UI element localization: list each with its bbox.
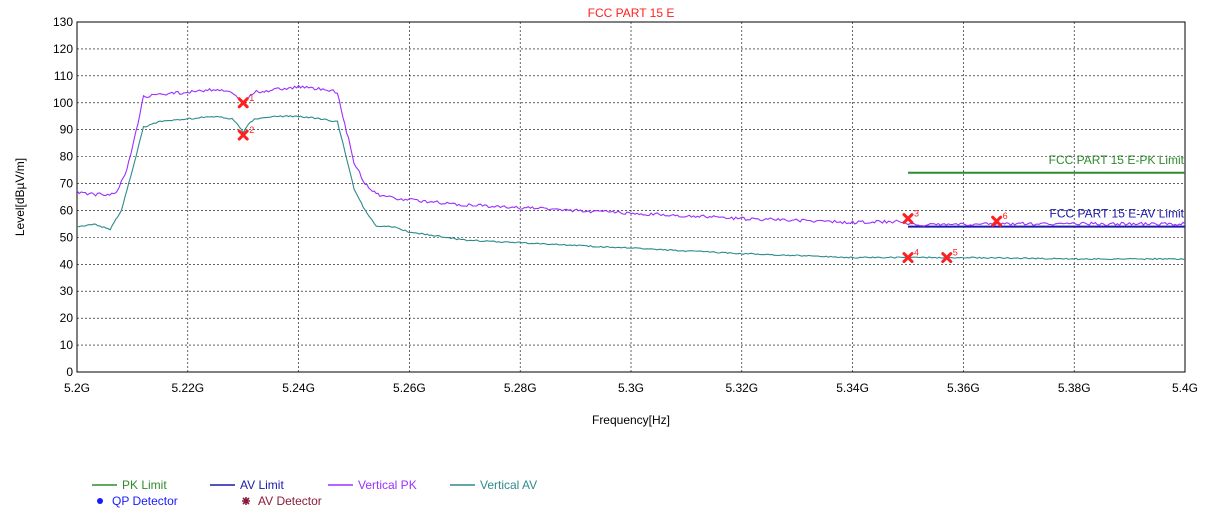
x-tick-labels: 5.2G 5.22G 5.24G 5.26G 5.28G 5.3G 5.32G 5.34G 5.…: [64, 381, 1198, 395]
qp-detector-icon: [97, 498, 103, 504]
marker-5-symbol: [941, 252, 953, 264]
x-tick-label: 5.4G: [1172, 381, 1198, 395]
marker-2-symbol: [237, 129, 249, 141]
x-tick-label: 5.28G: [504, 381, 537, 395]
av-detector-icon: [242, 497, 250, 505]
marker-1-symbol: [237, 97, 249, 109]
y-tick-label: 50: [60, 230, 74, 244]
y-tick-label: 100: [53, 96, 73, 110]
marker-3-label: 3: [914, 209, 919, 219]
x-tick-label: 5.3G: [618, 381, 644, 395]
x-tick-label: 5.38G: [1058, 381, 1091, 395]
x-tick-label: 5.24G: [282, 381, 315, 395]
legend-label: AV Detector: [258, 494, 322, 508]
marker-1-label: 1: [249, 93, 254, 103]
marker-6-symbol: [991, 215, 1003, 227]
legend-label: Vertical AV: [480, 478, 537, 492]
y-tick-label: 10: [60, 338, 74, 352]
y-tick-label: 30: [60, 284, 74, 298]
x-tick-label: 5.34G: [836, 381, 869, 395]
limit-label-pk: FCC PART 15 E-PK Limit: [1049, 153, 1185, 167]
y-tick-label: 20: [60, 311, 74, 325]
legend-label: QP Detector: [112, 494, 178, 508]
legend-label: Vertical PK: [358, 478, 417, 492]
grid: [77, 22, 1185, 372]
y-tick-label: 0: [66, 365, 73, 379]
y-tick-label: 60: [60, 203, 74, 217]
y-tick-label: 40: [60, 257, 74, 271]
marker-6-label: 6: [1003, 211, 1008, 221]
x-tick-label: 5.36G: [947, 381, 980, 395]
y-tick-label: 130: [53, 15, 73, 29]
limit-label-av: FCC PART 15 E-AV Limit: [1050, 207, 1185, 221]
legend: PK Limit AV Limit Vertical PK Vertical AV QP…: [92, 478, 537, 508]
series-line-vertical-av: [76, 115, 1186, 261]
y-tick-label: 110: [54, 69, 73, 83]
y-tick-label: 80: [60, 150, 74, 164]
chart-title: FCC PART 15 E: [588, 6, 675, 20]
x-tick-label: 5.26G: [393, 381, 426, 395]
marker-3-symbol: [902, 213, 914, 225]
legend-label: AV Limit: [240, 478, 284, 492]
plot-area-border: [76, 21, 1186, 373]
x-tick-label: 5.32G: [725, 381, 758, 395]
y-axis-label: Level[dBµV/m]: [13, 158, 27, 236]
limit-labels: FCC PART 15 E-PK Limit FCC PART 15 E-AV L…: [1049, 153, 1185, 221]
y-tick-label: 90: [60, 123, 74, 137]
marker-5-label: 5: [953, 248, 958, 258]
marker-2-label: 2: [249, 125, 254, 135]
y-tick-label: 120: [53, 42, 73, 56]
marker-4-symbol: [902, 252, 914, 264]
y-tick-label: 70: [60, 177, 74, 191]
x-tick-label: 5.22G: [171, 381, 204, 395]
legend-label: PK Limit: [122, 478, 167, 492]
x-axis-label: Frequency[Hz]: [592, 413, 670, 427]
markers: 1 2 3 4 5 6: [237, 93, 1008, 264]
marker-4-label: 4: [914, 248, 919, 258]
y-tick-labels: 0 10 20 30 40 50 60 70 80 90 100 110 120 130: [53, 15, 73, 379]
x-tick-label: 5.2G: [64, 381, 90, 395]
